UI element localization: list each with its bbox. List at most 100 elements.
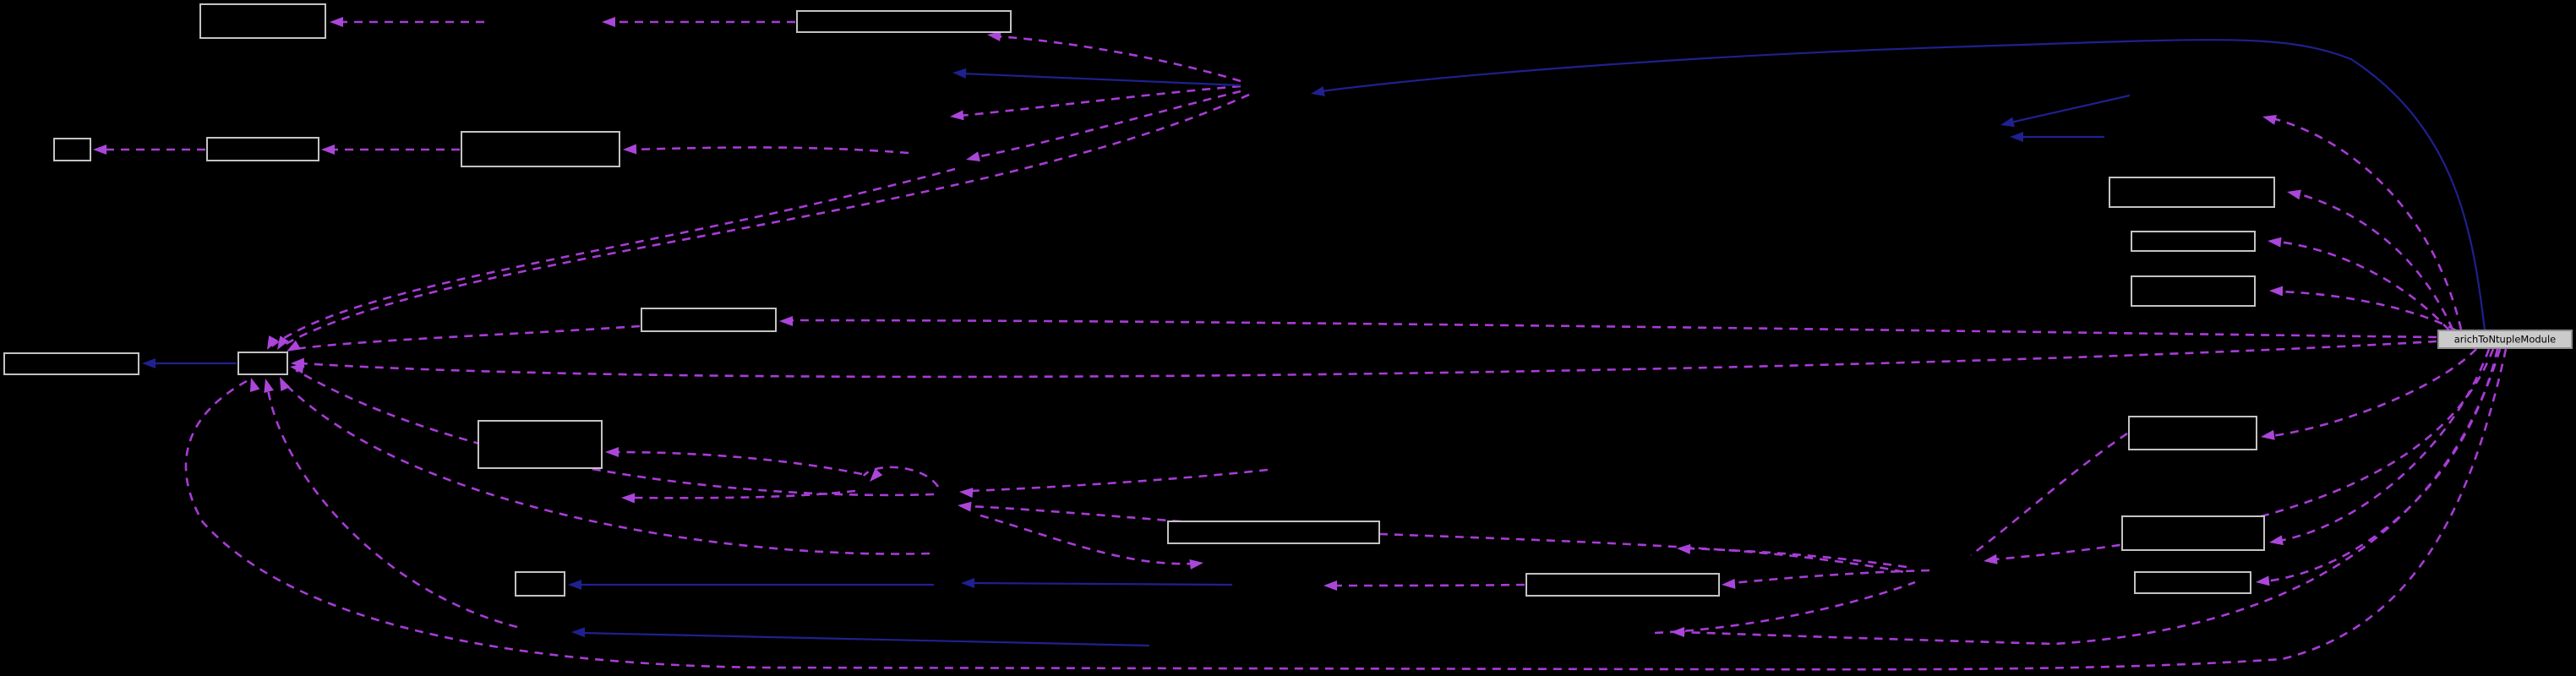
dependency-edge-dashed bbox=[1686, 547, 1907, 569]
graph-node-n13[interactable] bbox=[2128, 416, 2257, 450]
edge-arrowhead bbox=[321, 144, 335, 155]
edge-arrowhead bbox=[2269, 535, 2284, 546]
graph-node-n3[interactable] bbox=[53, 138, 91, 161]
node-box[interactable] bbox=[2121, 515, 2265, 551]
graph-node-n4[interactable] bbox=[206, 137, 319, 161]
edge-arrowhead bbox=[93, 144, 106, 155]
dependency-edge-dashed bbox=[2279, 348, 2491, 542]
edge-arrowhead bbox=[950, 110, 964, 121]
graph-node-hub[interactable] bbox=[237, 352, 288, 375]
graph-node-n10[interactable] bbox=[3, 352, 139, 375]
graph-node-n6[interactable] bbox=[2109, 177, 2275, 208]
edge-arrowhead bbox=[2000, 117, 2015, 128]
node-box[interactable] bbox=[199, 3, 326, 39]
dependency-edge-dashed bbox=[975, 90, 1242, 159]
dependency-edge-solid bbox=[581, 631, 1150, 647]
dependency-edge-dashed bbox=[969, 468, 1269, 493]
dependency-edge-dashed bbox=[2270, 348, 2477, 438]
graph-node-n17[interactable] bbox=[2134, 571, 2251, 594]
dependency-edge-dashed bbox=[996, 35, 1242, 83]
node-box[interactable] bbox=[641, 308, 777, 332]
edge-arrowhead bbox=[2261, 429, 2275, 440]
graph-node-n8[interactable] bbox=[2131, 275, 2256, 307]
nodes-layer: arichToNtupleModule bbox=[3, 3, 2573, 597]
graph-node-n2[interactable] bbox=[796, 10, 1012, 33]
dependency-edge-dashed bbox=[2277, 240, 2450, 331]
edge-arrowhead bbox=[2010, 132, 2023, 142]
dependency-edge-dashed bbox=[281, 93, 1250, 348]
dependency-edge-dashed bbox=[614, 450, 863, 476]
node-box[interactable] bbox=[2128, 416, 2257, 450]
edge-arrowhead bbox=[961, 578, 974, 588]
graph-node-n14[interactable] bbox=[478, 420, 603, 469]
edge-arrowhead bbox=[267, 335, 278, 350]
dependency-edge-solid bbox=[962, 72, 1242, 87]
edge-arrowhead bbox=[959, 488, 974, 499]
graph-node-n1[interactable] bbox=[199, 3, 326, 39]
dependency-edge-dashed bbox=[789, 319, 2437, 339]
edge-arrowhead bbox=[2287, 189, 2301, 200]
edge-arrowhead bbox=[2269, 286, 2284, 297]
edge-arrowhead bbox=[1984, 553, 1998, 564]
graph-node-n19[interactable] bbox=[1525, 573, 1720, 597]
node-box[interactable] bbox=[796, 10, 1012, 33]
dependency-edge-dashed bbox=[294, 324, 641, 351]
node-box[interactable] bbox=[461, 131, 620, 167]
edge-arrowhead bbox=[1323, 581, 1337, 591]
graph-node-n15[interactable] bbox=[1167, 521, 1380, 544]
graph-node-n5[interactable] bbox=[461, 131, 620, 167]
dependency-edge-dashed bbox=[2279, 290, 2457, 332]
dependency-edge-solid bbox=[1320, 39, 2486, 331]
graph-node-n7[interactable] bbox=[2131, 231, 2256, 252]
edge-arrowhead bbox=[1311, 86, 1325, 96]
node-box[interactable] bbox=[2109, 177, 2275, 208]
edge-arrowhead bbox=[2262, 115, 2277, 125]
edges-layer bbox=[93, 17, 2508, 671]
graph-node-n16[interactable] bbox=[2121, 515, 2265, 551]
dependency-edge-dashed bbox=[1970, 432, 2128, 557]
node-box[interactable] bbox=[515, 571, 565, 597]
node-box[interactable] bbox=[2131, 275, 2256, 307]
edge-arrowhead bbox=[2268, 237, 2282, 248]
edge-arrowhead bbox=[280, 377, 291, 392]
dependency-edge-dashed bbox=[959, 84, 1242, 117]
node-box[interactable] bbox=[1525, 573, 1720, 597]
edge-arrowhead bbox=[142, 358, 156, 368]
node-box[interactable] bbox=[206, 137, 319, 161]
edge-arrowhead bbox=[779, 316, 793, 326]
dependency-edge-dashed bbox=[282, 381, 931, 555]
node-box[interactable] bbox=[1167, 521, 1380, 544]
dependency-edge-dashed bbox=[2272, 117, 2463, 330]
node-box[interactable] bbox=[237, 352, 288, 375]
edge-arrowhead bbox=[602, 17, 615, 27]
dependency-edge-dashed bbox=[1994, 348, 2495, 561]
edge-arrowhead bbox=[1722, 578, 1736, 589]
node-box[interactable] bbox=[2134, 571, 2251, 594]
graph-node-n9[interactable] bbox=[641, 308, 777, 332]
dependency-edge-solid bbox=[970, 581, 1233, 586]
edge-arrowhead bbox=[623, 144, 637, 155]
edge-arrowhead bbox=[966, 151, 980, 161]
edge-arrowhead bbox=[1671, 627, 1684, 637]
edge-arrowhead bbox=[605, 447, 619, 457]
edge-arrowhead bbox=[1189, 559, 1203, 570]
edge-arrowhead bbox=[330, 17, 343, 27]
edge-arrowhead bbox=[2256, 575, 2270, 586]
node-box[interactable] bbox=[2131, 231, 2256, 252]
main-node-label: arichToNtupleModule bbox=[2454, 334, 2556, 346]
graph-node-n18[interactable] bbox=[515, 571, 565, 597]
dependency-edge-dashed bbox=[862, 466, 940, 488]
edge-arrowhead bbox=[621, 493, 636, 504]
dependency-edge-dashed bbox=[1333, 583, 1525, 587]
dependency-edge-dashed bbox=[1680, 348, 2502, 646]
node-box[interactable] bbox=[53, 138, 91, 161]
dependency-edge-dashed bbox=[630, 489, 856, 499]
node-box[interactable] bbox=[3, 352, 139, 375]
node-box[interactable] bbox=[478, 420, 603, 469]
edge-arrowhead bbox=[249, 378, 260, 393]
dependency-edge-dashed bbox=[1654, 581, 1916, 635]
edge-arrowhead bbox=[1677, 543, 1691, 554]
edge-arrowhead bbox=[290, 363, 304, 374]
dependency-edge-dashed bbox=[632, 146, 909, 155]
